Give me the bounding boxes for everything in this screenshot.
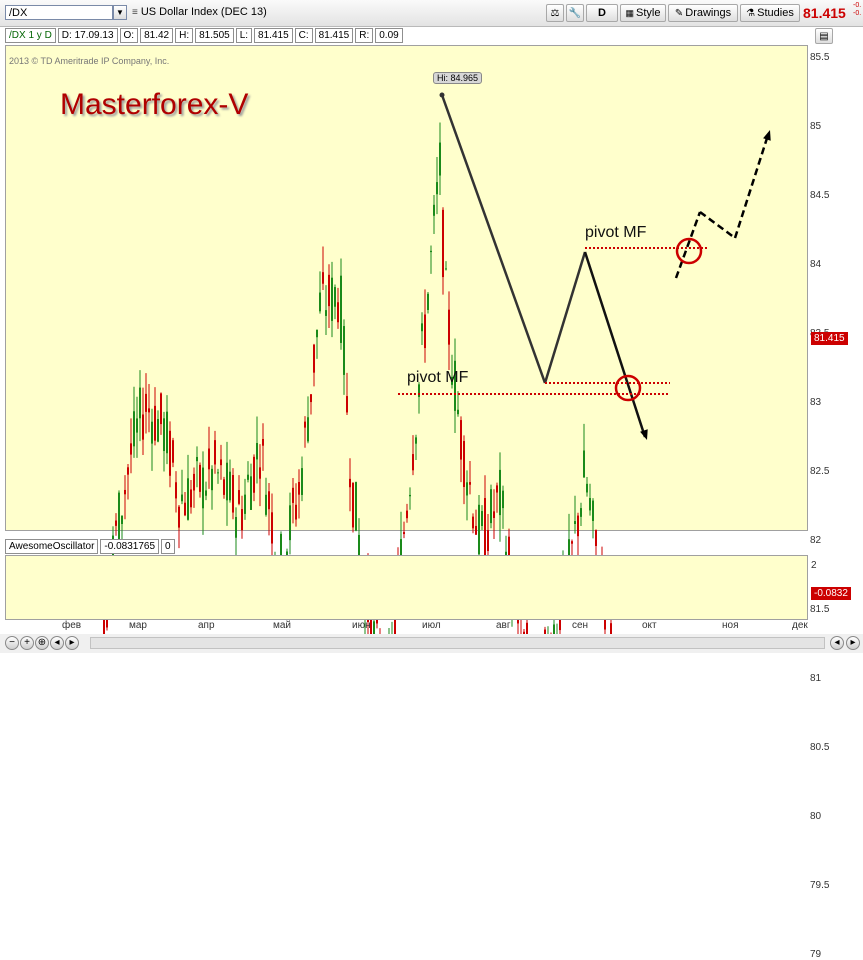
- ohlc-field: 81.415: [254, 28, 293, 43]
- time-tick-label: июн: [352, 620, 371, 631]
- ohlc-field: H:: [175, 28, 194, 43]
- compare-icon: ⚖: [550, 7, 560, 19]
- style-icon: ▦: [625, 7, 635, 18]
- ohlc-field: 0.09: [375, 28, 403, 43]
- pan-left-icon[interactable]: ◂: [50, 636, 64, 650]
- ohlc-field: L:: [235, 28, 253, 43]
- time-tick-label: мар: [129, 620, 147, 631]
- pencil-icon: ✎: [674, 7, 684, 19]
- time-tick-label: май: [273, 620, 292, 631]
- price-chart-plot[interactable]: [5, 45, 808, 531]
- time-tick-label: дек: [792, 620, 808, 631]
- last-price: 81.415: [803, 5, 846, 21]
- symbol-description: ≡ US Dollar Index (DEC 13): [132, 6, 267, 18]
- zoom-in-icon[interactable]: +: [20, 636, 34, 650]
- oscillator-value: -0.0831765: [100, 539, 160, 554]
- price-tick-label: 79: [810, 949, 822, 960]
- compare-button[interactable]: ⚖: [546, 4, 564, 22]
- ohlc-info-bar: /DX 1 y D D: 17.09.13 O: 81.42 H: 81.505 L: 81.…: [5, 28, 405, 43]
- pan-right-icon[interactable]: ▸: [65, 636, 79, 650]
- ohlc-field: 81.415: [314, 28, 354, 43]
- oscillator-name[interactable]: AwesomeOscillator: [5, 539, 99, 554]
- time-tick-label: фев: [62, 620, 82, 631]
- price-tick-label: 83: [810, 397, 822, 408]
- price-tick-label: 81: [810, 673, 822, 684]
- ohlc-field: R:: [355, 28, 374, 43]
- ohlc-field: 81.505: [195, 28, 234, 43]
- price-tick-label: 85.5: [810, 52, 830, 63]
- price-tick-label: 79.5: [810, 880, 830, 891]
- brand-title: Masterforex-V: [60, 88, 249, 121]
- scroll-left-icon[interactable]: ◂: [830, 636, 844, 650]
- current-price-tag: 81.415: [811, 332, 848, 345]
- studies-label: Studies: [757, 7, 794, 19]
- ohlc-field: /DX 1 y D: [5, 28, 56, 43]
- price-axis[interactable]: [808, 45, 863, 531]
- candle-body: [508, 536, 510, 557]
- oscillator-plot[interactable]: [5, 555, 808, 620]
- studies-icon: ⚗: [746, 7, 756, 19]
- price-tick-label: 85: [810, 121, 822, 132]
- time-tick-label: ноя: [722, 620, 739, 631]
- price-tick-label: 81.5: [810, 604, 830, 615]
- drawings-button[interactable]: ✎ Drawings: [668, 4, 738, 22]
- price-change: -0. -0.: [853, 2, 861, 18]
- style-label: Style: [636, 7, 661, 19]
- ohlc-field: D: 17.09.13: [57, 28, 118, 43]
- zoom-out-icon[interactable]: −: [5, 636, 19, 650]
- price-tick-label: 82.5: [810, 466, 830, 477]
- oscillator-zero: 0: [161, 539, 175, 554]
- drawings-label: Drawings: [685, 7, 732, 19]
- oscillator-axis-label: 2: [811, 560, 817, 571]
- candle-body: [403, 532, 405, 535]
- price-tick-label: 80.5: [810, 742, 830, 753]
- high-label: Hi: 84.965: [433, 72, 483, 84]
- time-tick-label: июл: [422, 620, 441, 631]
- copyright-text: 2013 © TD Ameritrade IP Company, Inc.: [9, 56, 170, 66]
- wrench-icon: 🔧: [568, 7, 582, 19]
- price-tick-label: 84.5: [810, 190, 830, 201]
- ohlc-field: C:: [294, 28, 313, 43]
- time-tick-label: авг: [496, 620, 511, 631]
- pivot-label-high: pivot MF: [585, 224, 647, 241]
- ohlc-field: 81.42: [140, 28, 174, 43]
- ohlc-field: O:: [119, 28, 139, 43]
- oscillator-header: AwesomeOscillator -0.0831765 0: [5, 539, 177, 554]
- chart-settings-button[interactable]: ▤: [815, 28, 833, 44]
- zoom-fit-icon[interactable]: ⊕: [35, 636, 49, 650]
- price-change-top: -0.: [853, 2, 862, 9]
- settings-tool-button[interactable]: 🔧: [566, 4, 584, 22]
- symbol-dropdown-button[interactable]: ▼: [113, 5, 127, 20]
- horizontal-scrollbar[interactable]: [90, 637, 825, 649]
- pivot-label-low: pivot MF: [407, 369, 469, 386]
- price-tick-label: 82: [810, 535, 822, 546]
- menu-lines-icon[interactable]: ≡: [132, 6, 138, 18]
- oscillator-price-tag: -0.0832: [811, 587, 851, 600]
- time-tick-label: окт: [642, 620, 657, 631]
- style-button[interactable]: ▦ Style: [620, 4, 666, 22]
- candle-body: [487, 530, 489, 552]
- symbol-description-text: US Dollar Index (DEC 13): [140, 6, 267, 18]
- studies-button[interactable]: ⚗ Studies: [740, 4, 800, 22]
- time-frame-button[interactable]: D: [586, 4, 618, 22]
- top-toolbar: /DX ▼ ≡ US Dollar Index (DEC 13) ⚖ 🔧 D ▦…: [0, 0, 863, 27]
- candle-body: [571, 541, 573, 544]
- symbol-input[interactable]: /DX: [5, 5, 113, 20]
- time-tick-label: сен: [572, 620, 589, 631]
- scroll-right-icon[interactable]: ▸: [846, 636, 860, 650]
- time-tick-label: апр: [198, 620, 215, 631]
- price-tick-label: 84: [810, 259, 822, 270]
- candle-body: [595, 530, 597, 547]
- price-change-bottom: -0.: [853, 10, 862, 17]
- price-tick-label: 80: [810, 811, 822, 822]
- chart-settings-icon: ▤: [819, 30, 829, 42]
